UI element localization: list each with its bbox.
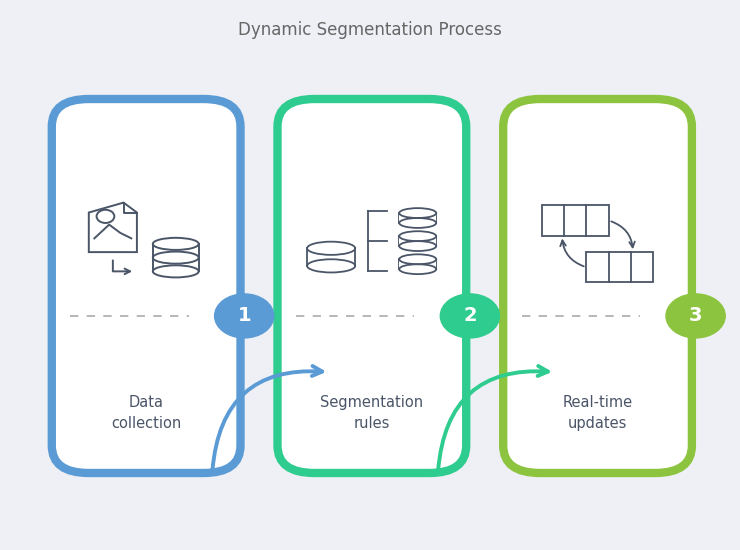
Text: Segmentation
rules: Segmentation rules: [320, 395, 423, 431]
Text: 2: 2: [463, 306, 477, 326]
Text: Data
collection: Data collection: [111, 395, 181, 431]
Circle shape: [440, 294, 500, 338]
Text: Real-time
updates: Real-time updates: [562, 395, 633, 431]
Polygon shape: [153, 244, 199, 257]
Polygon shape: [400, 259, 437, 269]
Polygon shape: [307, 248, 355, 266]
FancyBboxPatch shape: [52, 99, 241, 473]
FancyBboxPatch shape: [542, 205, 609, 235]
Text: Dynamic Segmentation Process: Dynamic Segmentation Process: [238, 21, 502, 39]
Text: 1: 1: [238, 306, 251, 326]
Circle shape: [215, 294, 274, 338]
Circle shape: [666, 294, 725, 338]
Text: 3: 3: [689, 306, 702, 326]
Polygon shape: [89, 202, 137, 252]
FancyBboxPatch shape: [587, 252, 653, 282]
Polygon shape: [400, 213, 437, 223]
Polygon shape: [153, 257, 199, 271]
Polygon shape: [400, 236, 437, 246]
FancyBboxPatch shape: [278, 99, 466, 473]
FancyBboxPatch shape: [503, 99, 692, 473]
